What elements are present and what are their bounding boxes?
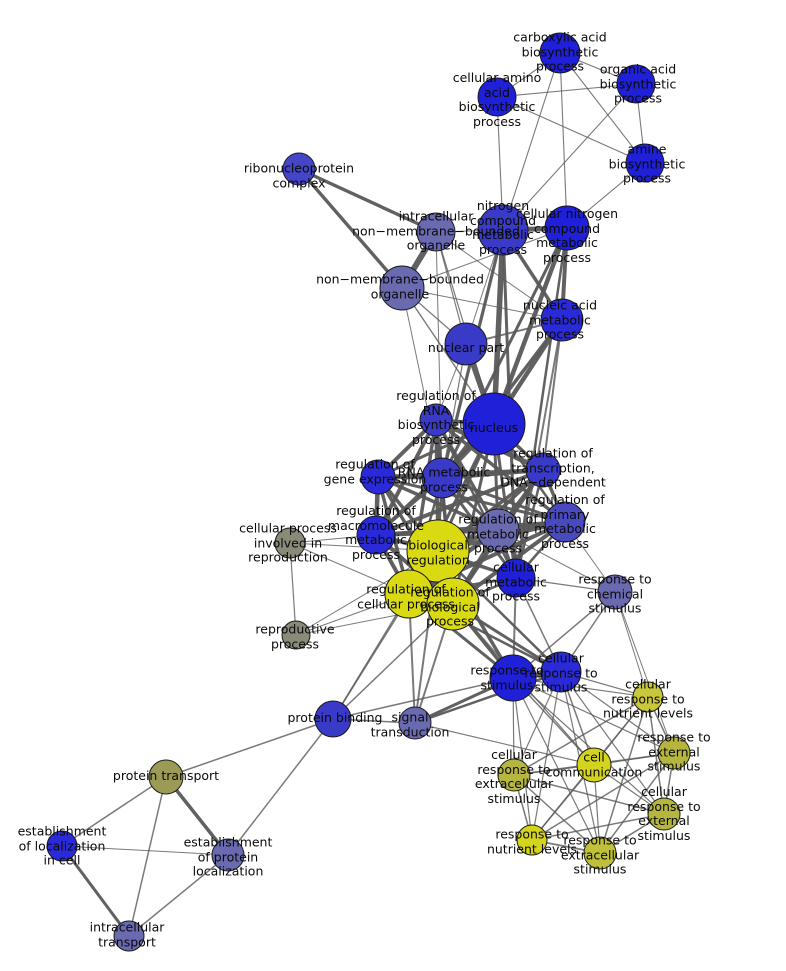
edge xyxy=(496,83,637,98)
edge xyxy=(496,96,646,164)
edge xyxy=(401,227,568,289)
graph-node[interactable] xyxy=(477,77,517,117)
edge xyxy=(440,227,569,479)
graph-node[interactable] xyxy=(544,501,586,543)
graph-node[interactable] xyxy=(356,515,396,555)
edge xyxy=(61,845,229,856)
edge xyxy=(559,52,646,164)
graph-node[interactable] xyxy=(314,700,352,738)
graph-node[interactable] xyxy=(419,403,453,437)
graph-node[interactable] xyxy=(416,212,456,252)
edge xyxy=(401,287,563,321)
edge xyxy=(332,677,514,720)
graph-node[interactable] xyxy=(632,681,664,713)
edge xyxy=(531,813,665,841)
edge xyxy=(542,319,563,471)
graph-node[interactable] xyxy=(274,527,306,559)
edge xyxy=(502,83,637,231)
graph-node[interactable] xyxy=(516,824,548,856)
graph-node[interactable] xyxy=(211,838,245,872)
graph-node[interactable] xyxy=(477,204,529,256)
graph-node[interactable] xyxy=(576,747,612,783)
edge xyxy=(491,229,506,425)
graph-node[interactable] xyxy=(46,830,78,862)
edge xyxy=(502,52,561,231)
edge xyxy=(441,343,467,479)
graph-node[interactable] xyxy=(616,64,656,104)
edge-layer xyxy=(60,52,675,937)
edge xyxy=(614,591,675,754)
edge xyxy=(512,677,601,854)
edge xyxy=(435,231,563,321)
edge xyxy=(435,231,443,479)
edge xyxy=(60,845,131,937)
graph-node[interactable] xyxy=(496,558,536,598)
graph-node[interactable] xyxy=(597,574,633,610)
edge xyxy=(61,776,167,847)
graph-node[interactable] xyxy=(421,457,463,499)
graph-node[interactable] xyxy=(647,797,681,831)
graph-node[interactable] xyxy=(489,654,537,702)
graph-node[interactable] xyxy=(540,651,582,693)
edge xyxy=(414,670,562,725)
edge xyxy=(377,475,499,532)
graph-node[interactable] xyxy=(398,706,432,740)
edge xyxy=(497,529,616,593)
graph-node[interactable] xyxy=(476,508,520,552)
graph-node[interactable] xyxy=(379,265,425,311)
graph-node[interactable] xyxy=(444,322,488,366)
edge xyxy=(441,476,566,524)
edge xyxy=(512,677,665,815)
edge xyxy=(297,167,404,290)
edge xyxy=(599,696,649,854)
edge xyxy=(128,854,229,937)
edge xyxy=(513,696,649,776)
edge xyxy=(599,752,675,854)
graph-node[interactable] xyxy=(282,152,316,186)
node-layer[interactable] xyxy=(46,32,691,952)
edge xyxy=(512,677,675,754)
graph-node[interactable] xyxy=(462,392,526,456)
graph-node[interactable] xyxy=(657,736,691,770)
edge xyxy=(332,603,454,720)
graph-node[interactable] xyxy=(384,569,434,619)
edge xyxy=(514,227,569,579)
graph-node[interactable] xyxy=(525,452,561,488)
graph-node[interactable] xyxy=(497,758,531,792)
edge xyxy=(559,52,568,229)
graph-node[interactable] xyxy=(426,577,480,631)
edge xyxy=(512,677,533,841)
graph-node[interactable] xyxy=(583,836,617,870)
edge xyxy=(560,671,675,754)
edge xyxy=(531,752,675,841)
edge xyxy=(227,718,334,856)
graph-node[interactable] xyxy=(406,519,470,583)
edge xyxy=(614,591,649,698)
edge xyxy=(128,776,167,937)
edge xyxy=(298,167,437,234)
graph-node[interactable] xyxy=(360,459,396,495)
graph-node[interactable] xyxy=(281,620,311,650)
graph-node[interactable] xyxy=(540,298,584,342)
graph-node[interactable] xyxy=(539,32,581,74)
edge xyxy=(165,718,334,778)
graph-node[interactable] xyxy=(544,205,590,251)
edge xyxy=(513,774,665,815)
graph-node[interactable] xyxy=(148,759,184,795)
edge xyxy=(414,722,595,766)
edge xyxy=(515,319,563,579)
graph-node[interactable] xyxy=(113,920,145,952)
edge xyxy=(513,774,601,854)
graph-node[interactable] xyxy=(625,143,665,183)
edge xyxy=(377,475,566,524)
